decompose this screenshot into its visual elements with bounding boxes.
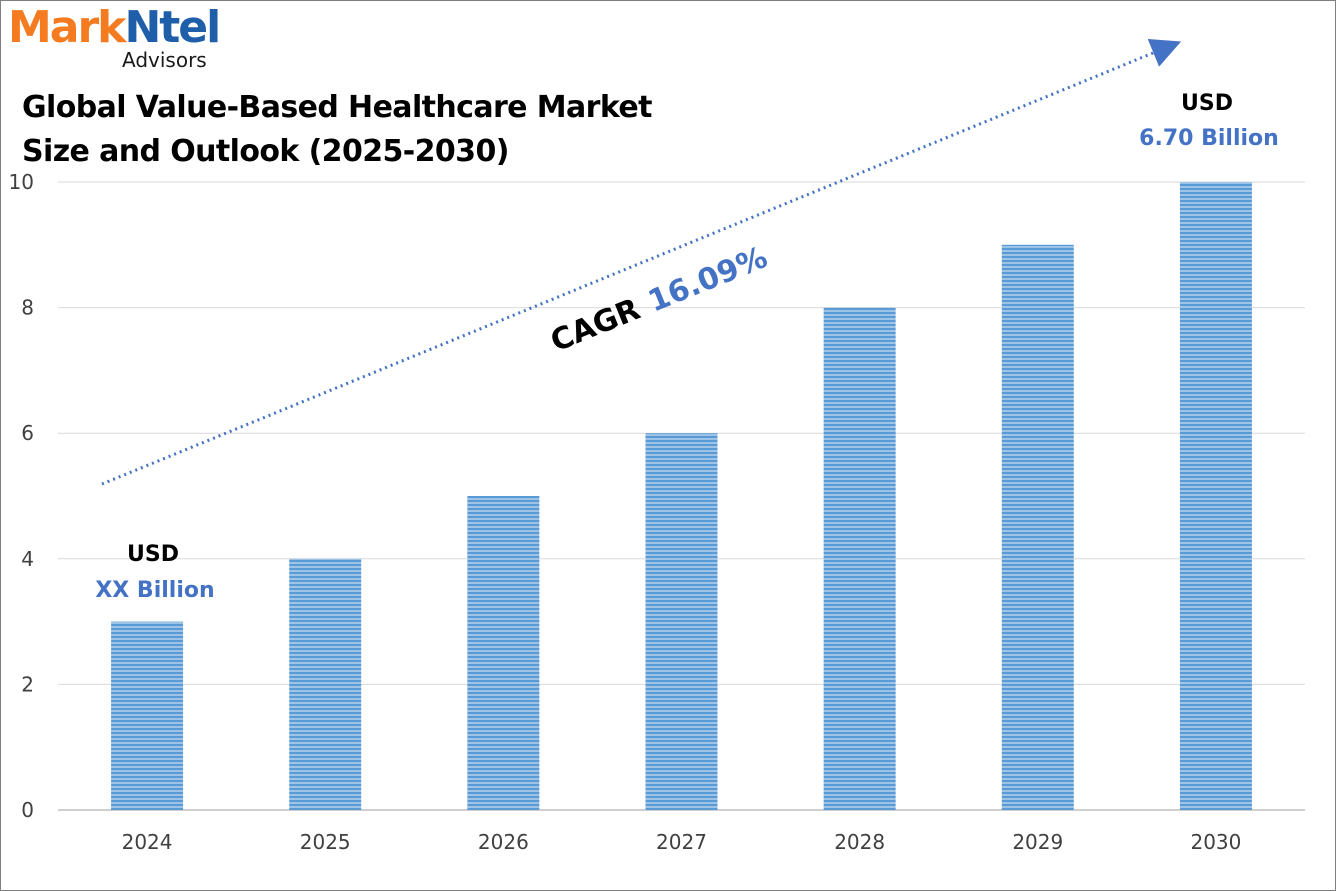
bars (111, 182, 1252, 811)
x-tick-label: 2029 (1012, 830, 1063, 854)
bar-2027 (645, 433, 718, 810)
logo-text-ntel: Ntel (124, 2, 221, 53)
bar-2028 (823, 307, 896, 810)
y-tick-label: 10 (9, 170, 34, 194)
start-value-prefix: USD (127, 542, 179, 567)
x-tick-label: 2027 (656, 830, 707, 854)
cagr-label: CAGR (546, 292, 645, 360)
cagr-annotation: CAGR 16.09% (546, 240, 773, 359)
x-axis-ticks: 2024 2025 2026 2027 2028 2029 2030 (122, 830, 1242, 854)
y-tick-label: 2 (21, 672, 34, 696)
x-tick-label: 2024 (122, 830, 173, 854)
marknTel-logo: MarkNtel Advisors (8, 2, 221, 72)
y-axis-ticks: 0 2 4 6 8 10 (9, 170, 34, 822)
bar-2025 (289, 558, 362, 810)
cagr-trend-arrow (101, 38, 1182, 486)
chart-title-line-2: Size and Outlook (2025-2030) (22, 134, 509, 169)
y-tick-label: 0 (21, 798, 34, 822)
x-tick-label: 2025 (300, 830, 351, 854)
bar-2026 (467, 496, 540, 810)
bar-2024 (111, 621, 184, 810)
y-tick-label: 4 (21, 547, 34, 571)
y-tick-label: 8 (21, 296, 34, 320)
start-value-amount: XX Billion (95, 578, 214, 603)
x-tick-label: 2026 (478, 830, 529, 854)
x-tick-label: 2030 (1190, 830, 1241, 854)
end-value-amount: 6.70 Billion (1139, 126, 1279, 151)
end-value-prefix: USD (1181, 91, 1233, 116)
chart-title: Global Value-Based Healthcare Market Siz… (22, 86, 652, 174)
bar-2029 (1001, 244, 1074, 811)
logo-text-mark: Mark (8, 2, 126, 53)
logo-wordmark: MarkNtel (8, 2, 221, 54)
y-tick-label: 6 (21, 421, 34, 445)
logo-tagline: Advisors (122, 48, 207, 72)
bar-2030 (1179, 182, 1252, 810)
x-tick-label: 2028 (834, 830, 885, 854)
chart-title-line-1: Global Value-Based Healthcare Market (22, 90, 652, 125)
